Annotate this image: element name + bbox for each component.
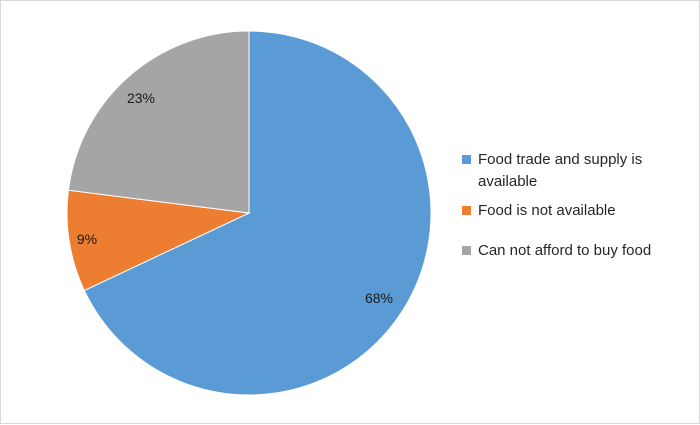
legend-swatch-cannot-afford xyxy=(462,246,471,255)
legend-swatch-food-trade xyxy=(462,155,471,164)
data-label-cannot-afford: 23% xyxy=(127,90,155,106)
slice-not-available xyxy=(66,189,251,292)
legend-item-cannot-afford: Can not afford to buy food xyxy=(462,240,694,262)
slice-cannot-afford xyxy=(67,30,250,214)
slice-food-trade xyxy=(83,30,432,396)
pie-slices xyxy=(66,30,432,396)
legend-label-food-trade: Food trade and supply is available xyxy=(478,151,643,190)
legend-label-not-available: Food is not available xyxy=(478,202,616,219)
legend: Food trade and supply is available Food … xyxy=(462,149,694,269)
data-label-not-available: 9% xyxy=(77,231,97,247)
legend-item-not-available: Food is not available xyxy=(462,200,694,222)
data-label-food-trade: 68% xyxy=(365,290,393,306)
legend-item-food-trade: Food trade and supply is available xyxy=(462,149,694,193)
legend-label-cannot-afford: Can not afford to buy food xyxy=(478,242,652,259)
legend-swatch-not-available xyxy=(462,206,471,215)
